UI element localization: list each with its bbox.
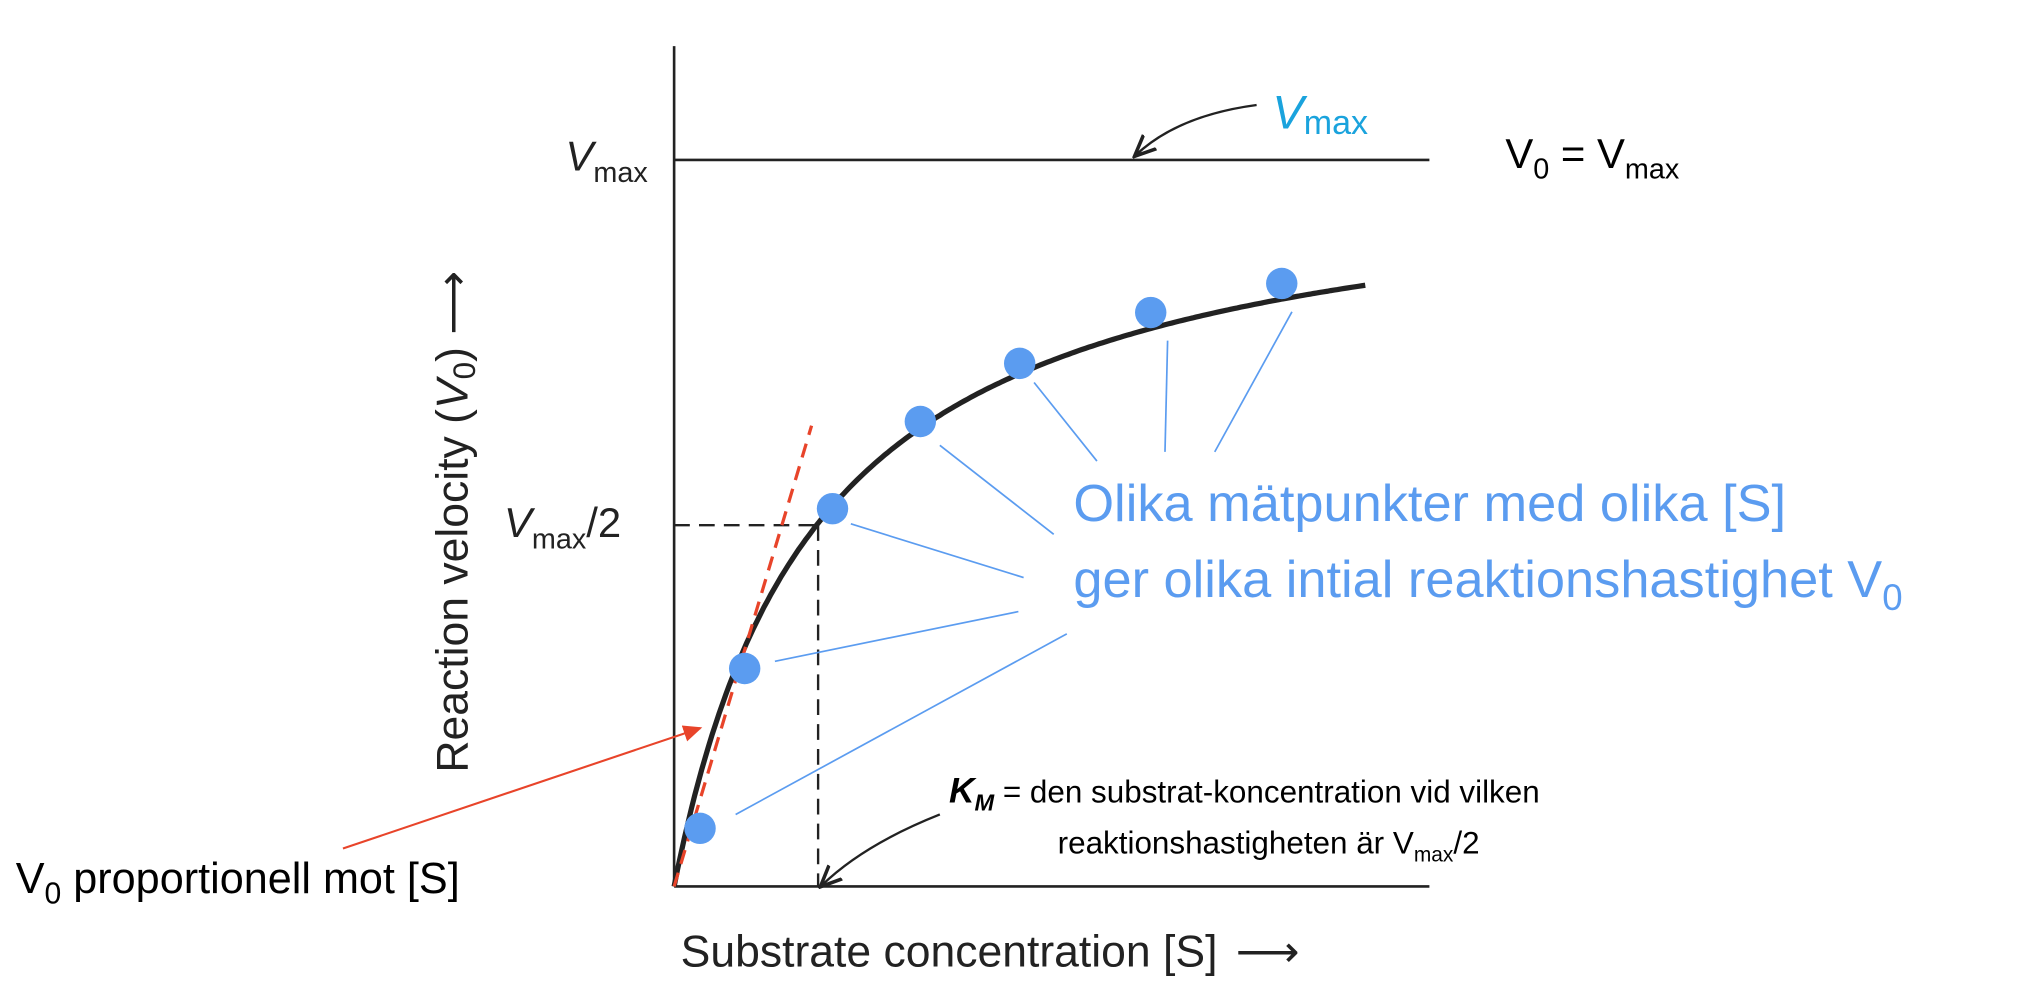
- data-point: [1135, 296, 1167, 329]
- data-point: [728, 652, 761, 685]
- vmax-callout-arrow: [1136, 103, 1257, 155]
- data-point: [904, 405, 937, 438]
- x-axis-label: Substrate concentration [S] ⟶: [681, 927, 1300, 976]
- vmax-callout-label: Vmax: [1272, 86, 1368, 142]
- data-point: [684, 812, 716, 845]
- points-note-line1: Olika mätpunkter med olika [S]: [1073, 475, 1786, 533]
- data-point: [1003, 347, 1036, 380]
- points-note-line2: ger olika intial reaktionshastighet V0: [1073, 551, 1902, 618]
- vmax-half-tick-label: Vmax/2: [504, 499, 621, 556]
- km-note-line1: KM = den substrat-koncentration vid vilk…: [949, 772, 1540, 816]
- data-points: [684, 267, 1298, 845]
- v0-equals-vmax: V0 = Vmax: [1505, 130, 1680, 185]
- data-point: [1266, 267, 1298, 300]
- km-note-line2: reaktionshastigheten är Vmax/2: [1058, 826, 1480, 867]
- callout-line: [850, 523, 1024, 579]
- callout-line: [774, 610, 1019, 663]
- y-axis-label: Reaction velocity (V0) ⟶: [428, 271, 482, 773]
- callout-line: [1164, 340, 1169, 452]
- callout-line: [735, 633, 1068, 816]
- km-callout-arrow: [822, 813, 941, 885]
- proportional-arrow: [342, 725, 703, 850]
- point-callout-lines: [735, 311, 1293, 816]
- proportional-note: V0 proportionell mot [S]: [16, 855, 460, 910]
- callout-line: [1033, 381, 1098, 462]
- vmax-tick-label: Vmax: [565, 132, 648, 189]
- data-point: [816, 492, 849, 525]
- callout-line: [1213, 311, 1293, 453]
- callout-line: [939, 444, 1055, 536]
